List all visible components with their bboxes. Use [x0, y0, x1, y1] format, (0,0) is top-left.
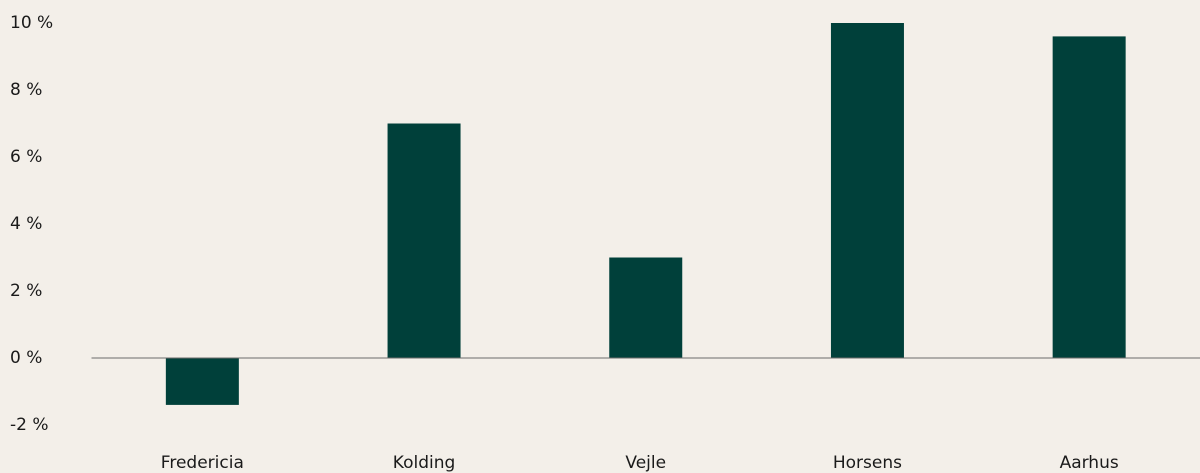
x-tick-label: Kolding	[393, 453, 456, 473]
y-tick-label: 8 %	[10, 80, 42, 100]
y-tick-label: 4 %	[10, 214, 42, 234]
x-tick-label: Horsens	[833, 453, 902, 473]
bar	[165, 358, 239, 405]
x-tick-label: Aarhus	[1060, 453, 1119, 473]
bar	[830, 23, 904, 358]
bar	[387, 123, 461, 358]
y-tick-label: -2 %	[10, 415, 49, 435]
x-tick-label: Vejle	[625, 453, 666, 473]
y-tick-label: 6 %	[10, 147, 42, 167]
bar	[609, 257, 683, 358]
y-tick-label: 10 %	[10, 13, 53, 33]
y-tick-label: 0 %	[10, 348, 42, 368]
bar	[1052, 36, 1126, 359]
y-tick-label: 2 %	[10, 281, 42, 301]
x-tick-label: Fredericia	[161, 453, 244, 473]
